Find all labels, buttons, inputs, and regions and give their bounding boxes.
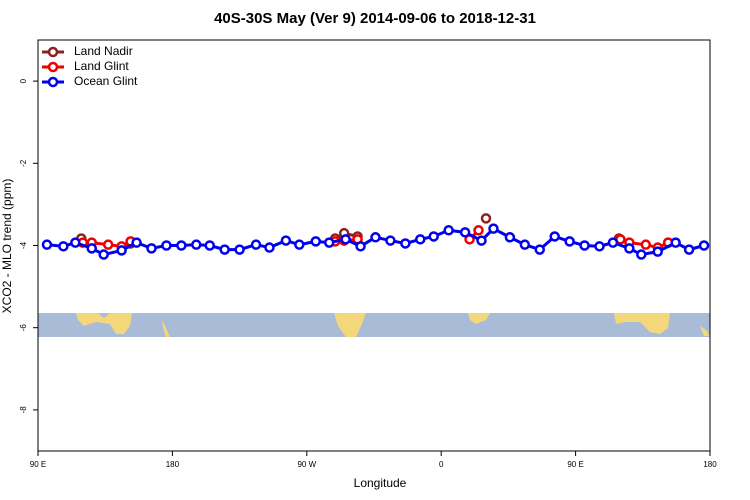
point (41, 239, 53, 250)
point (624, 243, 635, 254)
point (504, 232, 516, 243)
point (683, 244, 695, 255)
point (86, 243, 98, 254)
point (670, 237, 681, 248)
x-tick-label: 0 (439, 460, 444, 469)
point (234, 244, 245, 255)
point (98, 249, 109, 260)
y-tick-label: -8 (19, 406, 28, 414)
legend-label: Land Nadir (74, 44, 133, 58)
y-axis-label: XCO2 - MLO trend (ppm) (0, 179, 14, 314)
point (473, 225, 484, 236)
map-band (38, 313, 710, 337)
point (323, 237, 335, 248)
y-tick-label: -2 (19, 159, 28, 167)
y-tick-label: 0 (19, 78, 28, 83)
x-tick-label: 90 E (30, 460, 46, 469)
point (219, 244, 230, 255)
legend-marker (47, 76, 59, 88)
point (476, 235, 487, 246)
chart-title: 40S-30S May (Ver 9) 2014-09-06 to 2018-1… (214, 10, 536, 27)
legend-marker (47, 46, 59, 58)
point (250, 239, 262, 250)
point (131, 237, 142, 248)
point (579, 240, 590, 251)
point (355, 241, 366, 252)
point (264, 242, 275, 253)
point (400, 238, 411, 249)
point (459, 227, 471, 238)
point (640, 239, 652, 250)
point (310, 236, 322, 247)
point (280, 235, 292, 246)
point (204, 240, 215, 251)
x-axis-label: Longitude (354, 476, 407, 490)
land (76, 313, 132, 334)
x-tick-label: 180 (166, 460, 180, 469)
land (700, 326, 710, 336)
land (162, 320, 170, 337)
legend-label: Ocean Glint (74, 74, 138, 88)
point (191, 239, 202, 250)
x-tick-label: 90 W (297, 460, 316, 469)
point (385, 235, 396, 246)
point (443, 225, 454, 236)
point (698, 240, 710, 251)
point (636, 249, 647, 260)
point (102, 239, 114, 250)
land (468, 313, 490, 324)
point (549, 231, 560, 242)
x-tick-label: 90 E (567, 460, 583, 469)
y-tick-label: -6 (19, 324, 28, 332)
point (480, 213, 492, 224)
point (116, 245, 127, 256)
point (70, 237, 81, 248)
point (294, 239, 305, 250)
point (534, 244, 546, 255)
land (334, 313, 366, 337)
point (564, 236, 575, 247)
point (607, 237, 619, 248)
point (415, 234, 426, 245)
point (340, 234, 351, 245)
point (146, 243, 157, 254)
point (58, 241, 69, 252)
point (652, 246, 663, 257)
x-tick-label: 180 (703, 460, 717, 469)
legend-label: Land Glint (74, 59, 129, 73)
point (488, 223, 499, 234)
point (519, 239, 531, 250)
point (428, 231, 439, 242)
point (176, 240, 187, 251)
land (614, 313, 670, 334)
point (161, 240, 172, 251)
y-tick-label: -4 (19, 241, 28, 249)
point (370, 232, 381, 243)
legend-marker (47, 61, 59, 73)
ocean (38, 313, 710, 337)
point (594, 241, 605, 252)
